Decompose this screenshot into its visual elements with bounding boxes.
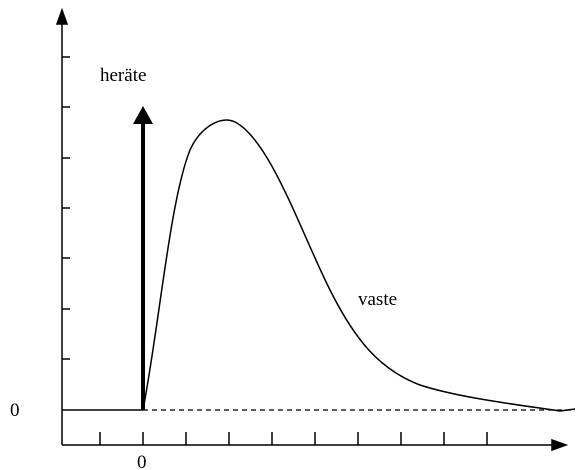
response-label: vaste xyxy=(358,289,397,310)
axes xyxy=(55,7,569,452)
y-zero-label: 0 xyxy=(10,400,20,421)
x-axis-arrow xyxy=(551,438,569,452)
stimulus-label: heräte xyxy=(100,65,146,86)
response-curve xyxy=(142,119,576,412)
y-axis-arrow xyxy=(55,7,69,25)
x-zero-label: 0 xyxy=(137,452,147,470)
x-ticks xyxy=(99,432,488,445)
stimulus-arrowhead xyxy=(133,106,153,124)
y-ticks xyxy=(62,56,70,360)
